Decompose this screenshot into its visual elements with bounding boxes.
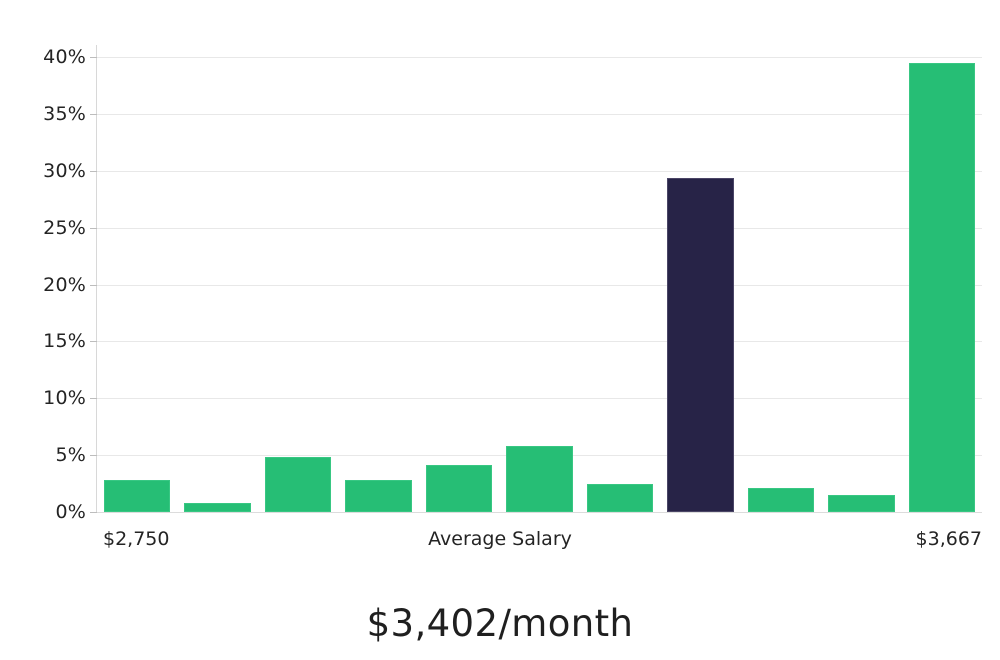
y-axis-tick-labels: 0% 5% 10% 15% 20% 25% 30% 35% 40% <box>0 0 86 660</box>
y-tick-label-20: 20% <box>43 274 86 296</box>
y-tick-label-10: 10% <box>43 387 86 409</box>
x-axis-label-center: Average Salary <box>428 528 572 550</box>
y-tick-label-25: 25% <box>43 217 86 239</box>
y-tick-mark-30 <box>90 171 97 172</box>
x-axis-label-left: $2,750 <box>103 528 170 550</box>
gridline-0 <box>97 512 982 513</box>
x-axis-label-right: $3,667 <box>915 528 982 550</box>
bar[interactable] <box>506 446 573 512</box>
y-tick-label-40: 40% <box>43 46 86 68</box>
y-tick-mark-10 <box>90 398 97 399</box>
y-tick-label-15: 15% <box>43 330 86 352</box>
bar[interactable] <box>425 465 493 512</box>
bar[interactable] <box>184 502 251 512</box>
bar[interactable] <box>264 457 332 512</box>
y-tick-label-35: 35% <box>43 103 86 125</box>
average-salary-caption: $3,402/month <box>366 602 634 645</box>
y-tick-label-30: 30% <box>43 160 86 182</box>
y-tick-mark-20 <box>90 285 97 286</box>
y-axis-line <box>96 45 97 513</box>
y-tick-mark-25 <box>90 228 97 229</box>
y-tick-label-5: 5% <box>55 444 86 466</box>
bar[interactable] <box>908 62 975 512</box>
y-tick-mark-15 <box>90 341 97 342</box>
y-tick-mark-40 <box>90 57 97 58</box>
y-tick-mark-5 <box>90 455 97 456</box>
bar[interactable] <box>345 480 412 512</box>
bar[interactable] <box>747 488 815 512</box>
y-tick-mark-0 <box>90 512 97 513</box>
bar[interactable] <box>586 483 654 512</box>
plot-area <box>97 45 982 513</box>
y-tick-mark-35 <box>90 114 97 115</box>
bar[interactable] <box>104 480 171 512</box>
y-tick-label-0: 0% <box>55 501 86 523</box>
bar-series <box>97 45 982 512</box>
bar-highlighted[interactable] <box>667 177 734 512</box>
bar[interactable] <box>828 494 895 512</box>
